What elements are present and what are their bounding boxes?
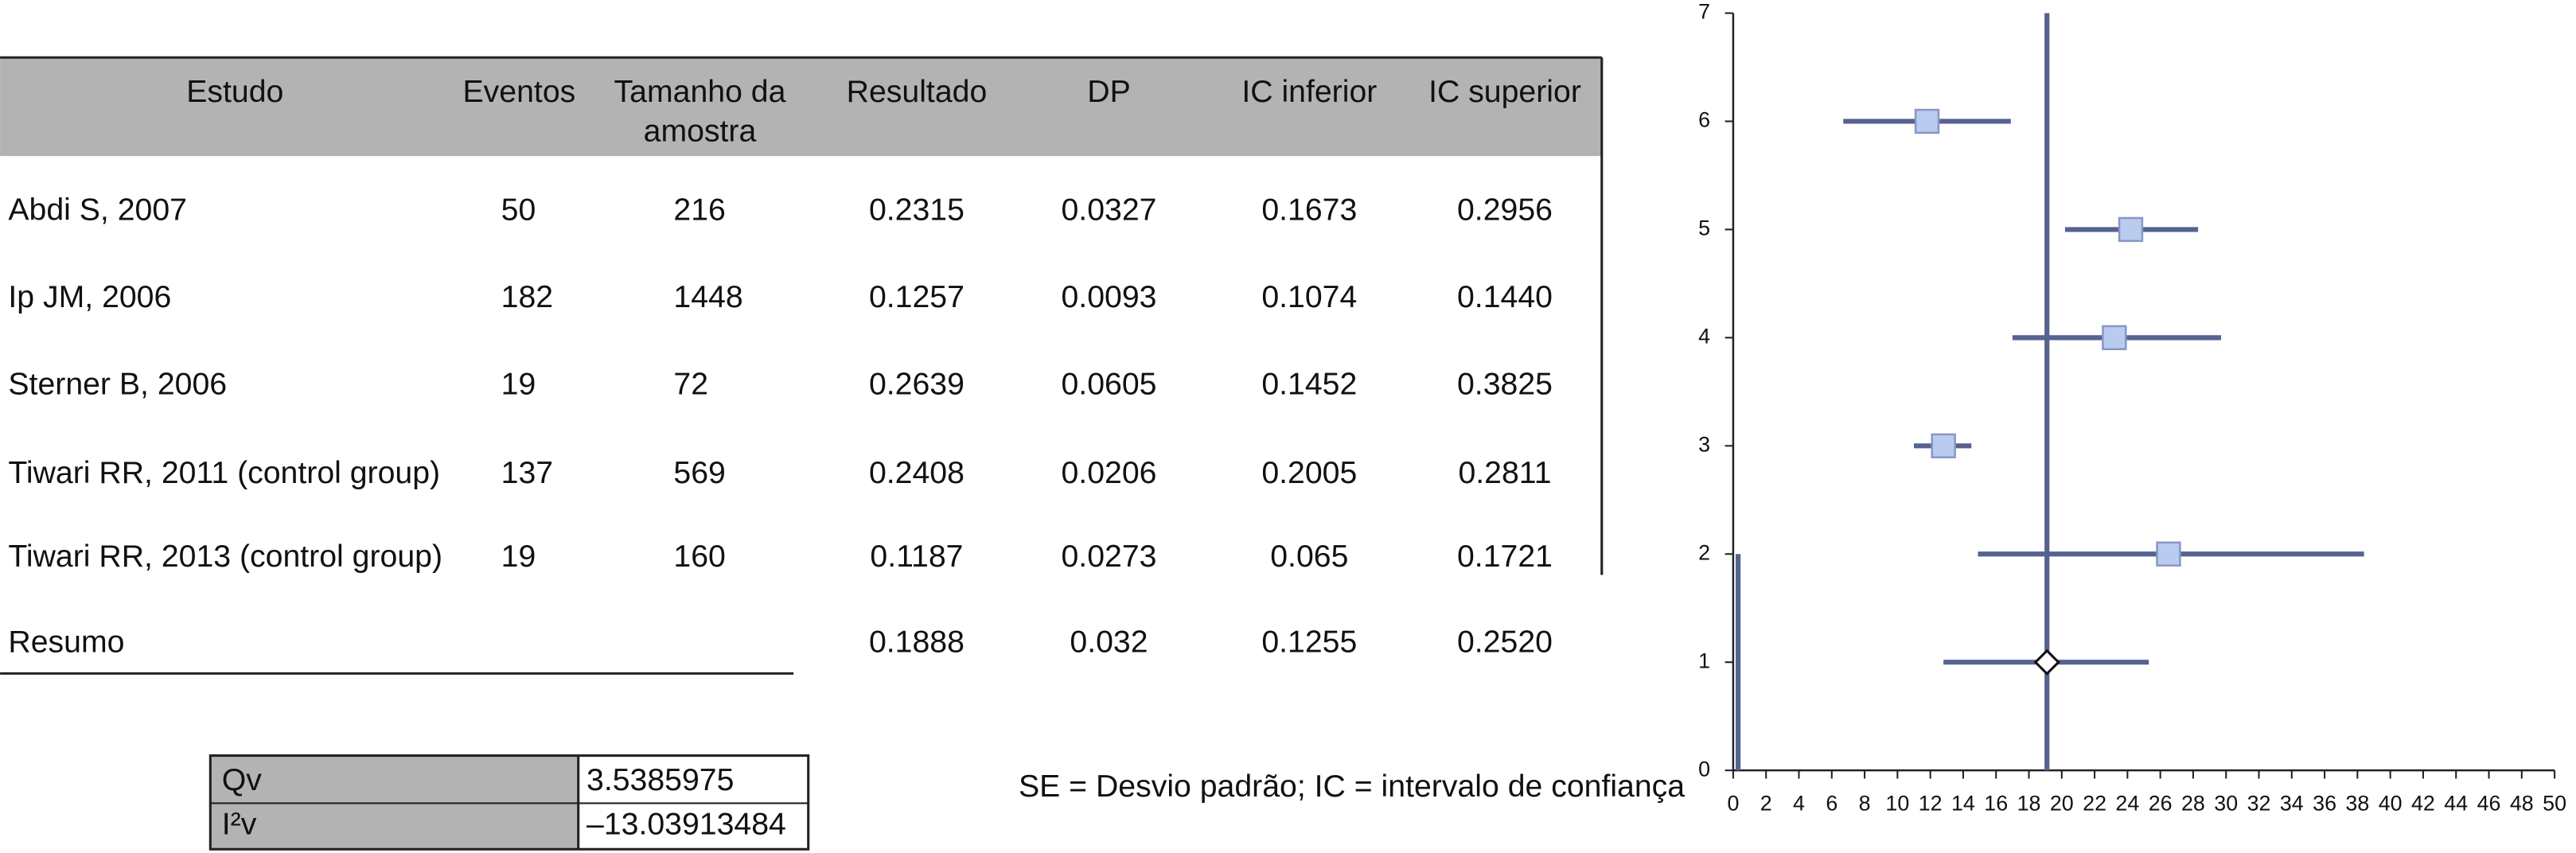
column-header: Eventos [463,74,576,109]
stat-label: Qv [222,762,263,797]
stat-label: I²v [222,807,257,842]
column-header: Resultado [847,74,988,109]
x-tick-label: 10 [1885,792,1909,816]
table-cell: 0.1257 [869,279,965,314]
point-marker [2102,325,2127,351]
x-tick-label: 24 [2115,792,2139,816]
x-tick-label: 6 [1826,792,1837,816]
table-cell: 0.2005 [1261,455,1357,490]
table-cell: 0.1888 [869,625,965,660]
x-tick-label: 46 [2477,792,2501,816]
x-tick-label: 42 [2411,792,2435,816]
x-tick-label: 16 [1984,792,2008,816]
table-cell: 0.2408 [869,455,965,490]
y-tick-label: 6 [1698,108,1710,132]
x-tick-label: 40 [2379,792,2403,816]
table-cell: 182 [501,279,553,314]
y-tick-label: 5 [1698,216,1710,240]
x-tick-label: 36 [2313,792,2336,816]
y-tick-label: 7 [1698,0,1710,24]
table-cell: Tiwari RR, 2011 (control group) [8,455,440,490]
table-cell: 0.0605 [1062,366,1157,401]
y-tick-label: 3 [1698,432,1710,456]
table-cell: 216 [673,193,725,228]
table-cell: 0.1074 [1261,279,1357,314]
table-cell: 1448 [673,279,742,314]
x-tick-label: 4 [1793,792,1805,816]
table-cell: 0.1255 [1261,625,1357,660]
column-header: IC inferior [1241,74,1377,109]
point-marker [2156,541,2181,567]
column-header: DP [1087,74,1130,109]
stat-value: –13.03913484 [587,807,786,842]
table-cell: 0.0273 [1062,539,1157,574]
x-tick-label: 32 [2247,792,2271,816]
table-header-bg [0,57,1602,157]
table-cell: 0.2956 [1457,193,1553,228]
x-tick-label: 38 [2345,792,2369,816]
column-header: Tamanho da [614,74,786,109]
table-cell: Sterner B, 2006 [8,366,227,401]
table-cell: 0.1673 [1261,193,1357,228]
table-cell: 72 [673,366,708,401]
y-tick-label: 2 [1698,540,1710,564]
y-tick-label: 1 [1698,649,1710,672]
stat-value: 3.5385975 [587,762,734,797]
table-cell: Abdi S, 2007 [8,193,187,228]
table-cell: 0.2811 [1458,455,1551,490]
table-cell: 19 [501,539,536,574]
table-cell: 0.032 [1070,625,1148,660]
table-cell: 0.0206 [1062,455,1157,490]
table-cell: 0.2520 [1457,625,1553,660]
x-tick-label: 0 [1727,792,1739,816]
y-tick-label: 4 [1698,324,1710,348]
table-cell: 0.1187 [870,539,963,574]
x-tick-label: 30 [2214,792,2238,816]
summary-diamond [2033,649,2060,676]
table-cell: 0.065 [1270,539,1348,574]
point-marker [2118,216,2144,243]
table-cell: 0.1452 [1261,366,1357,401]
x-tick-label: 28 [2181,792,2205,816]
x-tick-label: 50 [2543,792,2566,816]
x-tick-label: 2 [1760,792,1772,816]
table-cell: 19 [501,366,536,401]
table-cell: 137 [501,455,553,490]
table-cell: 50 [501,193,536,228]
table-cell: 0.2315 [869,193,965,228]
x-tick-label: 14 [1951,792,1975,816]
x-tick-label: 8 [1859,792,1871,816]
x-tick-label: 22 [2083,792,2106,816]
column-header: amostra [644,114,757,149]
table-cell: 0.0093 [1062,279,1157,314]
x-tick-label: 18 [2017,792,2041,816]
table-cell: Ip JM, 2006 [8,279,171,314]
x-tick-label: 44 [2444,792,2468,816]
table-cell: 0.1440 [1457,279,1553,314]
x-tick-label: 20 [2050,792,2074,816]
column-header: Estudo [186,74,283,109]
point-marker [1931,433,1956,459]
point-marker [1914,108,1940,134]
footnote: SE = Desvio padrão; IC = intervalo de co… [1019,769,1685,804]
x-tick-label: 26 [2149,792,2173,816]
table-cell: 569 [673,455,725,490]
table-cell: 0.2639 [869,366,965,401]
x-tick-label: 34 [2280,792,2304,816]
table-cell: Resumo [8,625,124,660]
table-cell: 0.3825 [1457,366,1553,401]
x-tick-label: 12 [1919,792,1943,816]
table-cell: 0.1721 [1457,539,1553,574]
y-tick-label: 0 [1698,757,1710,781]
table-cell: Tiwari RR, 2013 (control group) [8,539,442,574]
table-cell: 0.0327 [1062,193,1157,228]
column-header: IC superior [1428,74,1581,109]
x-tick-label: 48 [2510,792,2534,816]
table-cell: 160 [673,539,725,574]
